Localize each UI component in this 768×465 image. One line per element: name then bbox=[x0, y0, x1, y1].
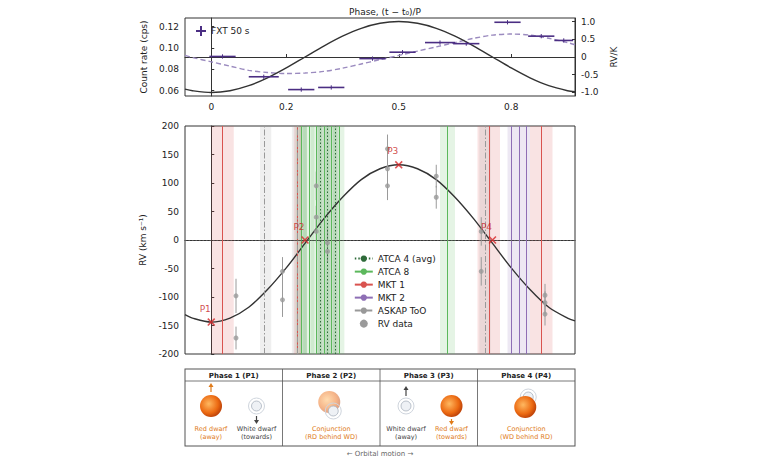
svg-text:-200: -200 bbox=[159, 349, 180, 359]
svg-text:ATCA 4 (avg): ATCA 4 (avg) bbox=[378, 254, 436, 264]
svg-text:White dwarf: White dwarf bbox=[237, 425, 277, 433]
svg-text:ASKAP ToO: ASKAP ToO bbox=[378, 306, 427, 316]
svg-text:-100: -100 bbox=[159, 292, 180, 302]
svg-text:0: 0 bbox=[208, 102, 214, 112]
svg-text:Red dwarf: Red dwarf bbox=[195, 425, 229, 433]
svg-text:-50: -50 bbox=[164, 264, 179, 274]
svg-text:200: 200 bbox=[162, 121, 179, 131]
svg-text:Conjunction: Conjunction bbox=[507, 425, 546, 433]
svg-text:(towards): (towards) bbox=[436, 433, 467, 441]
svg-text:0.5: 0.5 bbox=[581, 34, 595, 44]
svg-text:(towards): (towards) bbox=[241, 433, 272, 441]
svg-text:0.10: 0.10 bbox=[159, 43, 179, 53]
svg-text:150: 150 bbox=[162, 150, 179, 160]
svg-text:MKT 2: MKT 2 bbox=[378, 293, 405, 303]
svg-text:Count rate (cps): Count rate (cps) bbox=[139, 20, 149, 93]
svg-text:50: 50 bbox=[168, 207, 180, 217]
svg-text:P3: P3 bbox=[387, 146, 398, 156]
svg-text:0.06: 0.06 bbox=[159, 86, 179, 96]
svg-text:P4: P4 bbox=[481, 222, 492, 232]
svg-text:0.5: 0.5 bbox=[392, 102, 406, 112]
svg-text:0.2: 0.2 bbox=[279, 102, 293, 112]
svg-text:MKT 1: MKT 1 bbox=[378, 280, 405, 290]
svg-text:0.12: 0.12 bbox=[159, 22, 179, 32]
svg-text:Phase 3 (P3): Phase 3 (P3) bbox=[404, 372, 454, 380]
svg-text:FXT 50 s: FXT 50 s bbox=[211, 26, 250, 36]
svg-text:-150: -150 bbox=[159, 321, 180, 331]
svg-text:Phase 1 (P1): Phase 1 (P1) bbox=[209, 372, 259, 380]
svg-text:Phase 4 (P4): Phase 4 (P4) bbox=[501, 372, 551, 380]
svg-text:RV (km s⁻¹): RV (km s⁻¹) bbox=[138, 214, 148, 266]
svg-text:RV data: RV data bbox=[378, 319, 413, 329]
svg-text:P2: P2 bbox=[293, 222, 304, 232]
svg-text:100: 100 bbox=[162, 178, 179, 188]
svg-text:P1: P1 bbox=[200, 304, 211, 314]
svg-text:(away): (away) bbox=[395, 433, 417, 441]
svg-text:White dwarf: White dwarf bbox=[386, 425, 426, 433]
svg-text:0: 0 bbox=[581, 52, 587, 62]
svg-text:0.08: 0.08 bbox=[159, 64, 179, 74]
svg-text:(RD behind WD): (RD behind WD) bbox=[305, 433, 357, 441]
svg-text:0.8: 0.8 bbox=[504, 102, 519, 112]
svg-text:0: 0 bbox=[173, 235, 179, 245]
svg-text:Conjunction: Conjunction bbox=[312, 425, 351, 433]
svg-text:-1.0: -1.0 bbox=[581, 87, 599, 97]
svg-text:RV/K: RV/K bbox=[609, 45, 619, 67]
svg-text:Phase 2 (P2): Phase 2 (P2) bbox=[306, 372, 356, 380]
svg-text:1.0: 1.0 bbox=[581, 17, 596, 27]
svg-text:Phase, (t − t₀)/P: Phase, (t − t₀)/P bbox=[349, 7, 422, 17]
svg-text:Red dwarf: Red dwarf bbox=[435, 425, 469, 433]
svg-text:ATCA 8: ATCA 8 bbox=[378, 267, 410, 277]
svg-text:(away): (away) bbox=[200, 433, 222, 441]
svg-text:-0.5: -0.5 bbox=[581, 70, 599, 80]
svg-text:(WD behind RD): (WD behind RD) bbox=[500, 433, 552, 441]
svg-text:← Orbital motion →: ← Orbital motion → bbox=[347, 450, 414, 458]
